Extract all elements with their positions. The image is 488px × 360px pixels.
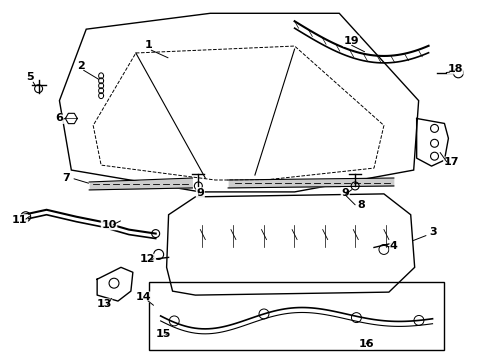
Text: 9: 9 — [341, 188, 348, 198]
Text: 3: 3 — [429, 226, 436, 237]
Text: 2: 2 — [77, 61, 85, 71]
Text: 12: 12 — [140, 255, 155, 264]
Text: 5: 5 — [26, 72, 33, 82]
Text: 13: 13 — [96, 299, 112, 309]
Text: 19: 19 — [343, 36, 358, 46]
Text: 4: 4 — [389, 242, 397, 252]
Text: 14: 14 — [136, 292, 151, 302]
Text: 6: 6 — [56, 113, 63, 123]
Text: 17: 17 — [443, 157, 458, 167]
Text: 9: 9 — [196, 188, 204, 198]
Text: 7: 7 — [62, 173, 70, 183]
Text: 16: 16 — [358, 339, 373, 349]
Text: 15: 15 — [156, 329, 171, 339]
Text: 18: 18 — [447, 64, 462, 74]
Text: 1: 1 — [144, 40, 152, 50]
Text: 8: 8 — [357, 200, 364, 210]
Text: 11: 11 — [12, 215, 27, 225]
Bar — [148, 282, 444, 350]
Text: 10: 10 — [101, 220, 117, 230]
